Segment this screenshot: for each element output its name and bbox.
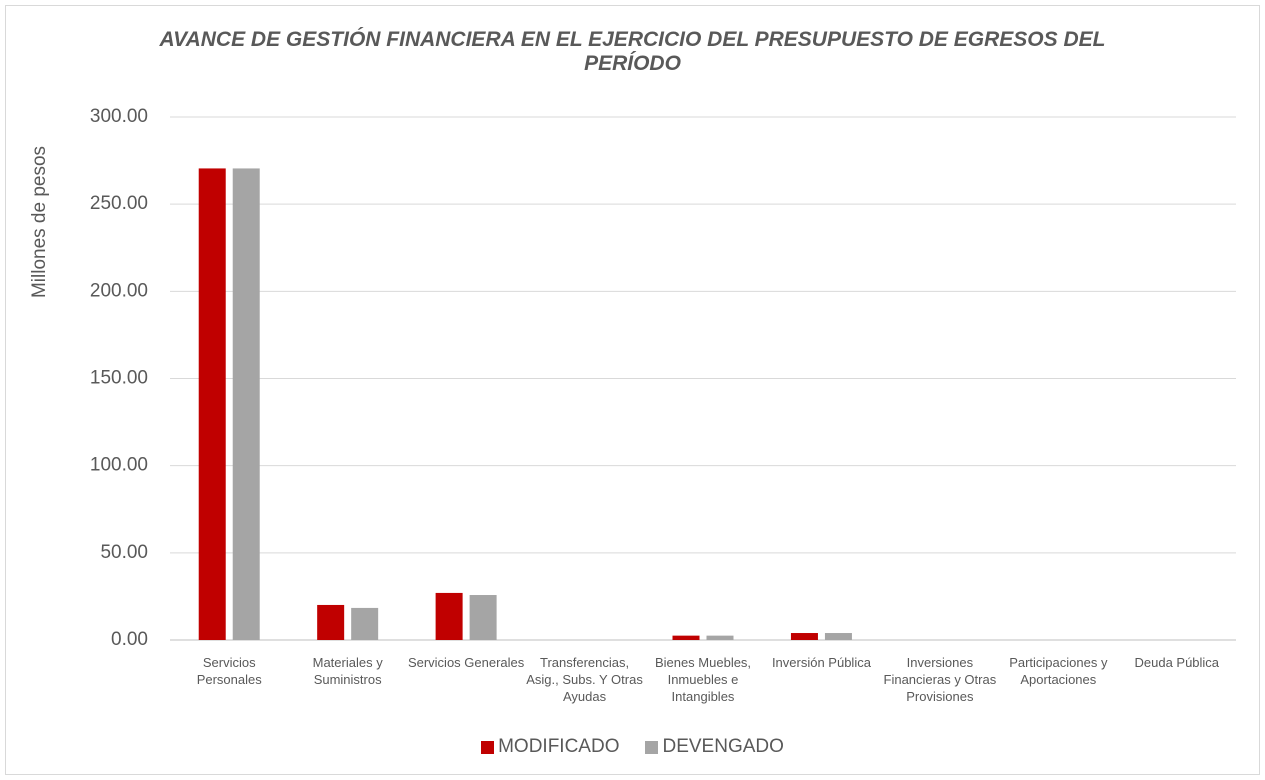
y-tick-label: 150.00 — [90, 368, 148, 389]
bar — [706, 635, 734, 640]
x-tick-label: Bienes Muebles, Inmuebles e Intangibles — [654, 655, 752, 704]
x-tick-label: Participaciones y Aportaciones — [1009, 655, 1108, 687]
legend-item: MODIFICADO — [481, 736, 619, 758]
legend-label: DEVENGADO — [662, 736, 784, 757]
legend-item: DEVENGADO — [645, 736, 784, 758]
legend-swatch — [481, 740, 495, 754]
y-tick-label: 200.00 — [90, 280, 148, 301]
bar — [469, 595, 497, 640]
bar — [317, 604, 345, 640]
y-tick-label: 300.00 — [90, 106, 148, 127]
x-tick-label: Transferencias, Asig., Subs. Y Otras Ayu… — [526, 655, 643, 704]
bar — [198, 168, 226, 640]
x-tick-label: Servicios Generales — [407, 655, 525, 670]
y-tick-label: 0.00 — [111, 629, 148, 650]
y-tick-label: 50.00 — [100, 542, 148, 563]
legend-label: MODIFICADO — [498, 736, 620, 757]
bar — [232, 168, 260, 640]
bar — [672, 635, 700, 640]
y-tick-label: 250.00 — [90, 193, 148, 214]
x-tick-label: Materiales y Suministros — [312, 655, 383, 687]
x-tick-label: Inversión Pública — [771, 655, 871, 670]
legend-swatch — [645, 740, 659, 754]
chart-title: AVANCE DE GESTIÓN FINANCIERA EN EL EJERC… — [159, 28, 1106, 75]
chart-border — [5, 5, 1260, 775]
bar — [351, 607, 379, 640]
y-tick-label: 100.00 — [90, 455, 148, 476]
y-axis-label: Millones de pesos — [29, 146, 50, 298]
bar — [435, 592, 463, 640]
x-tick-label: Inversiones Financieras y Otras Provisio… — [883, 655, 997, 704]
x-tick-label: Deuda Pública — [1134, 655, 1220, 670]
bar — [790, 633, 818, 640]
bar — [824, 633, 852, 640]
x-tick-label: Servicios Personales — [196, 655, 262, 687]
legend: MODIFICADO DEVENGADO — [0, 736, 1265, 758]
